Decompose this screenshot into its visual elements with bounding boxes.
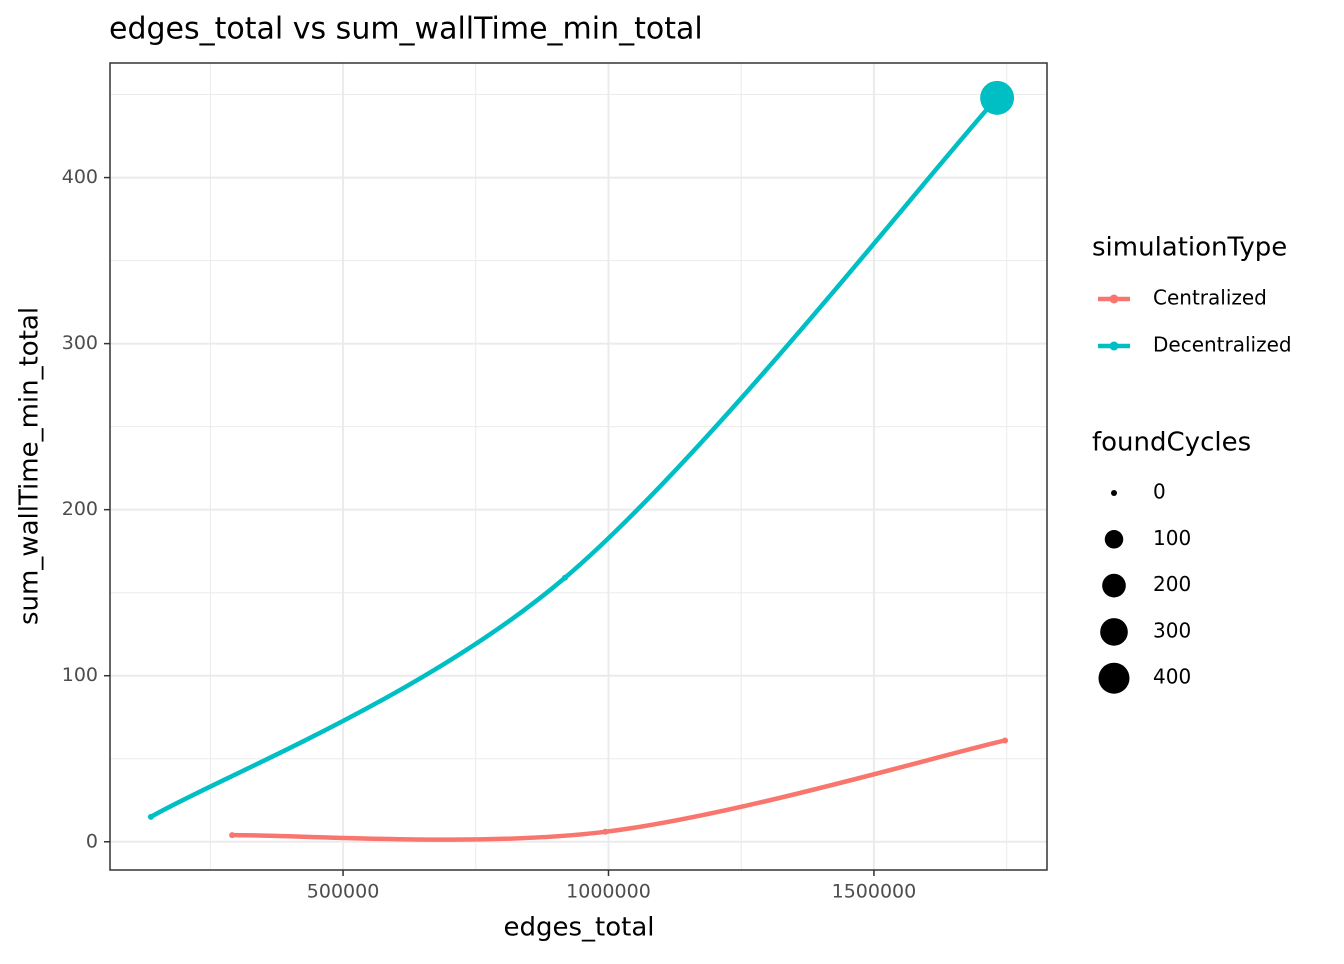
y-axis-title: sum_wallTime_min_total — [15, 307, 45, 625]
size-legend-key — [1111, 490, 1117, 496]
point — [602, 828, 609, 835]
y-tick-label: 200 — [62, 498, 98, 520]
legend-key-point — [1109, 294, 1119, 304]
x-tick-label: 1500000 — [832, 881, 917, 903]
size-legend-key — [1098, 662, 1130, 694]
x-tick-label: 1000000 — [566, 881, 651, 903]
size-legend-key — [1100, 618, 1128, 646]
legend-title: simulationType — [1092, 233, 1287, 263]
legend-label: Centralized — [1153, 286, 1267, 310]
size-legend-key — [1102, 573, 1126, 598]
point — [1002, 737, 1009, 744]
size-legend-label: 300 — [1153, 618, 1191, 642]
point — [147, 813, 154, 820]
size-legend-label: 400 — [1153, 665, 1191, 689]
point — [561, 574, 568, 581]
size-legend-key — [1104, 530, 1124, 549]
size-legend-label: 100 — [1153, 526, 1191, 550]
x-tick-label: 500000 — [307, 881, 380, 903]
size-legend-label: 200 — [1153, 572, 1191, 596]
legend-label: Decentralized — [1153, 333, 1292, 357]
y-tick-label: 100 — [62, 664, 98, 686]
legend-key-point — [1109, 341, 1119, 351]
x-axis-title: edges_total — [504, 913, 655, 943]
panel-border — [109, 62, 1048, 871]
size-legend-title: foundCycles — [1092, 428, 1251, 458]
point — [229, 832, 236, 839]
y-tick-label: 400 — [62, 166, 98, 188]
series-line — [149, 96, 999, 819]
size-legend-label: 0 — [1153, 480, 1166, 504]
chart-title: edges_total vs sum_wallTime_min_total — [109, 12, 703, 47]
y-tick-label: 300 — [62, 332, 98, 354]
point — [980, 80, 1015, 115]
y-tick-label: 0 — [86, 830, 98, 852]
